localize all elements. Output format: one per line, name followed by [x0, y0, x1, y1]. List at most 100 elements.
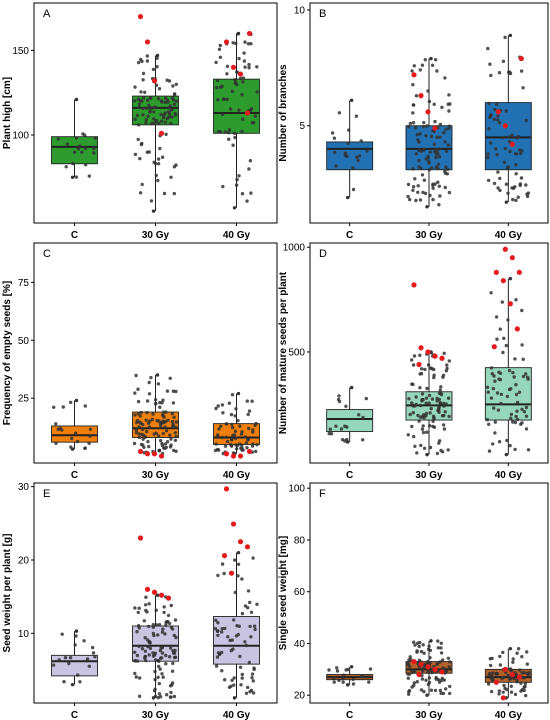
data-point: [441, 401, 446, 406]
data-point: [349, 665, 354, 669]
y-tick-label: 20: [294, 691, 306, 702]
data-point: [148, 96, 153, 100]
data-point: [246, 606, 250, 610]
data-point: [343, 153, 347, 157]
data-point: [361, 438, 365, 442]
data-point: [499, 392, 504, 397]
data-point: [406, 433, 410, 437]
outlier-point: [418, 345, 424, 351]
data-point: [216, 404, 220, 408]
data-point: [422, 689, 426, 694]
data-point: [510, 186, 514, 190]
data-point: [412, 434, 416, 439]
data-point: [514, 152, 519, 156]
data-point: [429, 688, 434, 692]
data-point: [411, 83, 415, 87]
data-point: [133, 152, 138, 157]
data-point: [406, 194, 410, 199]
data-point: [147, 624, 151, 629]
data-point: [171, 98, 176, 102]
data-point: [446, 656, 451, 660]
data-point: [423, 191, 428, 196]
data-point: [443, 185, 447, 190]
data-point: [167, 655, 172, 659]
data-point: [497, 71, 502, 75]
data-point: [158, 648, 163, 653]
data-point: [173, 111, 177, 116]
data-point: [418, 353, 422, 357]
data-point: [448, 691, 452, 696]
data-point: [509, 684, 513, 688]
data-point: [225, 72, 229, 76]
data-point: [138, 191, 143, 195]
data-point: [447, 126, 451, 131]
data-point: [160, 630, 165, 634]
data-point: [520, 343, 524, 347]
data-point: [144, 418, 148, 422]
data-point: [243, 604, 248, 608]
data-point: [498, 176, 502, 181]
data-point: [489, 396, 494, 400]
data-point: [447, 359, 451, 363]
data-point: [72, 150, 77, 154]
data-point: [526, 375, 530, 379]
data-point: [215, 655, 220, 659]
outlier-point: [514, 326, 520, 332]
data-point: [436, 661, 440, 665]
data-point: [225, 97, 229, 102]
data-point: [152, 633, 156, 638]
data-point: [165, 389, 170, 393]
data-point: [170, 115, 174, 119]
data-point: [407, 124, 411, 129]
data-point: [431, 419, 435, 423]
data-point: [521, 374, 526, 379]
data-point: [439, 691, 443, 695]
data-point: [141, 106, 145, 111]
data-point: [60, 632, 64, 636]
data-point: [443, 140, 447, 144]
data-point: [91, 651, 96, 655]
data-point: [447, 665, 451, 669]
outlier-point: [416, 361, 422, 368]
data-point: [161, 116, 166, 120]
data-point: [410, 424, 414, 429]
data-point: [213, 448, 218, 453]
data-point: [436, 646, 440, 650]
y-tick-label: 30: [18, 482, 30, 493]
data-point: [169, 437, 173, 441]
data-point: [215, 78, 220, 83]
data-point: [346, 141, 350, 145]
data-point: [156, 382, 161, 386]
panel-label: B: [319, 8, 326, 20]
data-point: [227, 401, 232, 405]
data-point: [147, 380, 151, 385]
data-point: [172, 102, 177, 107]
data-point: [448, 660, 452, 664]
data-point: [133, 606, 137, 610]
data-point: [163, 425, 167, 429]
data-point: [425, 430, 429, 434]
outlier-point: [223, 39, 230, 45]
data-point: [444, 402, 448, 406]
data-point: [423, 58, 427, 62]
data-point: [413, 643, 417, 647]
data-point: [174, 420, 179, 424]
data-point: [524, 693, 528, 698]
data-point: [335, 666, 339, 670]
data-point: [485, 385, 490, 389]
data-point: [340, 438, 345, 442]
data-point: [240, 448, 244, 452]
data-point: [216, 433, 220, 437]
data-point: [135, 653, 140, 658]
data-point: [233, 78, 237, 82]
data-point: [441, 375, 445, 379]
data-point: [62, 680, 66, 684]
panel-label: D: [319, 248, 327, 260]
data-point: [421, 125, 426, 129]
data-point: [436, 166, 440, 171]
data-point: [366, 675, 370, 679]
data-point: [345, 683, 350, 687]
data-point: [237, 108, 241, 112]
data-point: [163, 120, 168, 124]
data-point: [252, 666, 256, 670]
